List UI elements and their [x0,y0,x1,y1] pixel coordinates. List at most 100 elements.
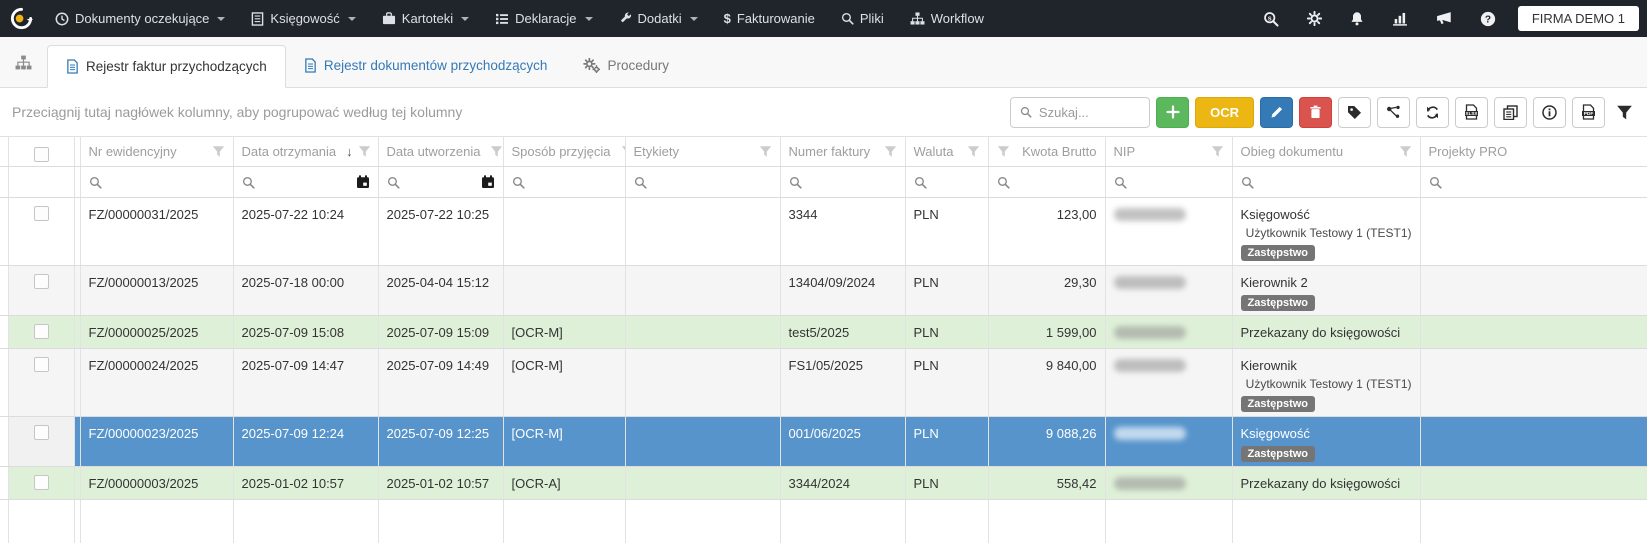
filter-funnel-icon[interactable] [212,145,225,158]
row-checkbox[interactable] [34,206,49,221]
flow-status: Księgowość [1241,207,1412,222]
info-button[interactable] [1533,97,1566,128]
chart-icon[interactable] [1392,11,1408,26]
column-header-projekty-pro[interactable]: Projekty PRO [1420,137,1647,167]
cell-labels [625,467,780,500]
filter-funnel-icon[interactable] [358,145,371,158]
menu-pliki[interactable]: Pliki [828,0,897,37]
app-logo[interactable] [0,6,42,31]
column-search-icon [1114,176,1127,189]
search-input[interactable] [1039,105,1140,120]
cell-projects [1420,316,1647,349]
add-button[interactable] [1156,97,1189,128]
advanced-search-icon[interactable] [1263,11,1279,27]
help-icon[interactable] [1480,11,1496,27]
column-header-waluta[interactable]: Waluta [905,137,988,167]
table-row-selected[interactable]: FZ/00000023/2025 2025-07-09 12:24 2025-0… [0,417,1647,467]
table-row[interactable]: FZ/00000031/2025 2025-07-22 10:24 2025-0… [0,198,1647,266]
export-pdf-button[interactable] [1572,97,1605,128]
refresh-button[interactable] [1416,97,1449,128]
filter-cell-nr[interactable] [80,167,233,198]
app-window: Dokumenty oczekujące Księgowość Kartotek… [0,0,1647,543]
menu-ksiegowosc[interactable]: Księgowość [238,0,368,37]
menu-dodatki[interactable]: Dodatki [606,0,711,37]
nip-redacted [1114,208,1186,221]
select-all-checkbox[interactable] [34,147,49,162]
column-header-data-otrzymania[interactable]: Data otrzymania↓ [233,137,378,167]
flow-status: Księgowość [1241,426,1412,441]
pencil-icon [1270,105,1284,119]
column-header-kwota-brutto[interactable]: Kwota Brutto [988,137,1105,167]
calendar-icon[interactable] [481,175,495,189]
workflow-tree-icon[interactable] [0,55,47,70]
filter-cell-nip[interactable] [1105,167,1232,198]
copy-button[interactable] [1494,97,1527,128]
cell-created: 2025-07-22 10:25 [378,198,503,266]
filter-funnel-icon[interactable] [884,145,897,158]
cell-invoice: 13404/09/2024 [780,266,905,316]
menu-kartoteki[interactable]: Kartoteki [369,0,482,37]
cell-flow: Kierownik 2 Zastępstwo [1232,266,1420,316]
cell-invoice: 3344/2024 [780,467,905,500]
megaphone-icon[interactable] [1436,11,1452,26]
column-header-nr-ewidencyjny[interactable]: Nr ewidencyjny [80,137,233,167]
tab-rejestr-dokumentow-przychodzacych[interactable]: Rejestr dokumentów przychodzących [286,44,566,87]
menu-workflow[interactable]: Workflow [897,0,997,37]
edit-button[interactable] [1260,97,1293,128]
cell-labels [625,316,780,349]
filter-funnel-icon[interactable] [1399,145,1412,158]
table-row[interactable]: FZ/00000025/2025 2025-07-09 15:08 2025-0… [0,316,1647,349]
table-row[interactable]: FZ/00000024/2025 2025-07-09 14:47 2025-0… [0,349,1647,417]
filter-cell-kwota[interactable] [988,167,1105,198]
sort-desc-icon: ↓ [346,144,353,159]
tags-button[interactable] [1338,97,1371,128]
bell-icon[interactable] [1350,11,1364,26]
cell-currency: PLN [905,467,988,500]
filter-cell-waluta[interactable] [905,167,988,198]
table-row[interactable]: FZ/00000003/2025 2025-01-02 10:57 2025-0… [0,467,1647,500]
column-header-nip[interactable]: NIP [1105,137,1232,167]
column-header-etykiety[interactable]: Etykiety [625,137,780,167]
table-row[interactable]: FZ/00000013/2025 2025-07-18 00:00 2025-0… [0,266,1647,316]
column-search-icon [387,176,400,189]
column-header-sposob-przyjecia[interactable]: Sposób przyjęcia [503,137,625,167]
column-header-data-utworzenia[interactable]: Data utworzenia [378,137,503,167]
filter-button[interactable] [1611,97,1637,128]
filter-funnel-icon[interactable] [967,145,980,158]
menu-fakturowanie[interactable]: $ Fakturowanie [711,0,828,37]
cell-nr: FZ/00000025/2025 [80,316,233,349]
column-header-obieg-dokumentu[interactable]: Obieg dokumentu [1232,137,1420,167]
filter-cell-data-utworzenia[interactable] [378,167,503,198]
filter-cell-projekty[interactable] [1420,167,1647,198]
calendar-icon[interactable] [356,175,370,189]
filter-funnel-icon[interactable] [997,145,1010,158]
row-checkbox[interactable] [34,425,49,440]
tab-label: Rejestr dokumentów przychodzących [324,58,548,73]
gear-icon[interactable] [1307,11,1322,26]
filter-funnel-icon[interactable] [490,145,503,158]
menu-dokumenty-oczekujace[interactable]: Dokumenty oczekujące [42,0,238,37]
row-checkbox[interactable] [34,324,49,339]
filter-funnel-icon[interactable] [759,145,772,158]
tab-rejestr-faktur-przychodzacych[interactable]: Rejestr faktur przychodzących [47,45,286,88]
row-checkbox[interactable] [34,475,49,490]
filter-cell-sposob[interactable] [503,167,625,198]
filter-funnel-icon[interactable] [1211,145,1224,158]
company-selector[interactable]: FIRMA DEMO 1 [1518,6,1639,31]
row-checkbox[interactable] [34,357,49,372]
cell-nip [1105,316,1232,349]
row-checkbox[interactable] [34,274,49,289]
filter-cell-numer-faktury[interactable] [780,167,905,198]
cell-nr: FZ/00000003/2025 [80,467,233,500]
filter-cell-obieg[interactable] [1232,167,1420,198]
menu-deklaracje[interactable]: Deklaracje [482,0,605,37]
ocr-button[interactable]: OCR [1195,97,1254,128]
workflow-assign-button[interactable] [1377,97,1410,128]
export-xlsx-button[interactable] [1455,97,1488,128]
filter-funnel-icon[interactable] [621,145,626,158]
filter-cell-data-otrzymania[interactable] [233,167,378,198]
filter-cell-etykiety[interactable] [625,167,780,198]
column-header-numer-faktury[interactable]: Numer faktury [780,137,905,167]
tab-procedury[interactable]: Procedury [565,44,687,87]
delete-button[interactable] [1299,97,1332,128]
